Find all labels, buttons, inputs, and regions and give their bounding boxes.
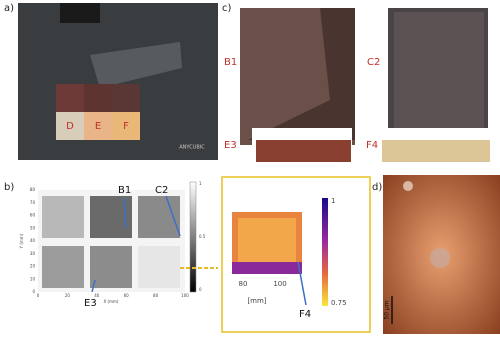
axis-title: [mm] [247, 297, 266, 305]
sample-label: C2 [367, 57, 380, 68]
photo-tile [112, 84, 140, 112]
x-tick-label: 20 [65, 293, 71, 298]
colorbar-label: 0.5 [199, 234, 206, 239]
sample-label: F4 [366, 140, 378, 151]
micrograph-particle [403, 181, 413, 191]
tile-label: F [123, 121, 129, 132]
inset-map [232, 262, 302, 274]
panel-label: c) [222, 3, 231, 14]
photo-tile [84, 112, 112, 140]
callout-arrow [297, 261, 307, 306]
heatmap [38, 190, 185, 292]
colorbar-label: 1 [199, 181, 202, 186]
y-tick-label: 0 [32, 289, 35, 294]
callout-arrow [91, 279, 96, 293]
y-tick-label: 80 [30, 187, 36, 192]
colorbar-label: 0.75 [331, 299, 347, 307]
x-tick-label: 100 [181, 293, 189, 298]
y-tick-label: 30 [30, 251, 36, 256]
y-tick-label: 70 [30, 200, 36, 205]
panel-label: a) [4, 3, 14, 14]
axis-title: Y (mm) [19, 233, 24, 249]
colorbar-label: 0 [199, 287, 202, 292]
callout-label: C2 [155, 185, 168, 196]
x-tick-label: 60 [124, 293, 130, 298]
tile-label: E [95, 121, 101, 132]
micrograph-particle [430, 248, 450, 268]
inset-map [238, 218, 296, 268]
callout-arrow [123, 197, 127, 229]
sample-map [138, 246, 180, 288]
y-tick-label: 10 [30, 276, 36, 281]
sample-map [90, 246, 132, 288]
panel-label: b) [4, 182, 14, 193]
photo-shade [248, 8, 355, 140]
y-tick-label: 60 [30, 213, 36, 218]
tile-label: D [66, 121, 74, 132]
brand: ANYCUBIC [179, 145, 205, 151]
x-tick-label: 80 [153, 293, 159, 298]
x-tick-label: 40 [94, 293, 100, 298]
x-tick-label: 100 [273, 280, 286, 288]
x-tick-label: 0 [37, 293, 40, 298]
colorbar [189, 181, 197, 293]
photo-tile [56, 112, 84, 140]
callout-label: F4 [299, 309, 311, 320]
sample-label: B1 [224, 57, 237, 68]
sample-label: E3 [224, 140, 237, 151]
axis-title: X (mm) [104, 299, 119, 304]
callout-label: E3 [84, 298, 97, 309]
photo-sample-side [382, 140, 490, 162]
x-tick-label: 80 [239, 280, 248, 288]
colorbar [322, 198, 328, 306]
photo-shade [394, 12, 484, 144]
y-tick-label: 20 [30, 264, 36, 269]
sample-map [42, 196, 84, 238]
photo-tile [56, 84, 84, 112]
photo-tile [112, 112, 140, 140]
photo-nozzle [60, 3, 100, 23]
photo-tile [84, 84, 112, 112]
photo-sample-side [256, 140, 351, 162]
scale-bar-label: 50 µm [384, 300, 391, 319]
sample-map [42, 246, 84, 288]
photo-glass [90, 42, 182, 88]
y-tick-label: 50 [30, 225, 36, 230]
callout-label: B1 [118, 185, 131, 196]
colorbar-label: 1 [331, 197, 335, 205]
y-tick-label: 40 [30, 238, 36, 243]
callout-arrow [165, 195, 181, 237]
panel-label: d) [372, 182, 382, 193]
